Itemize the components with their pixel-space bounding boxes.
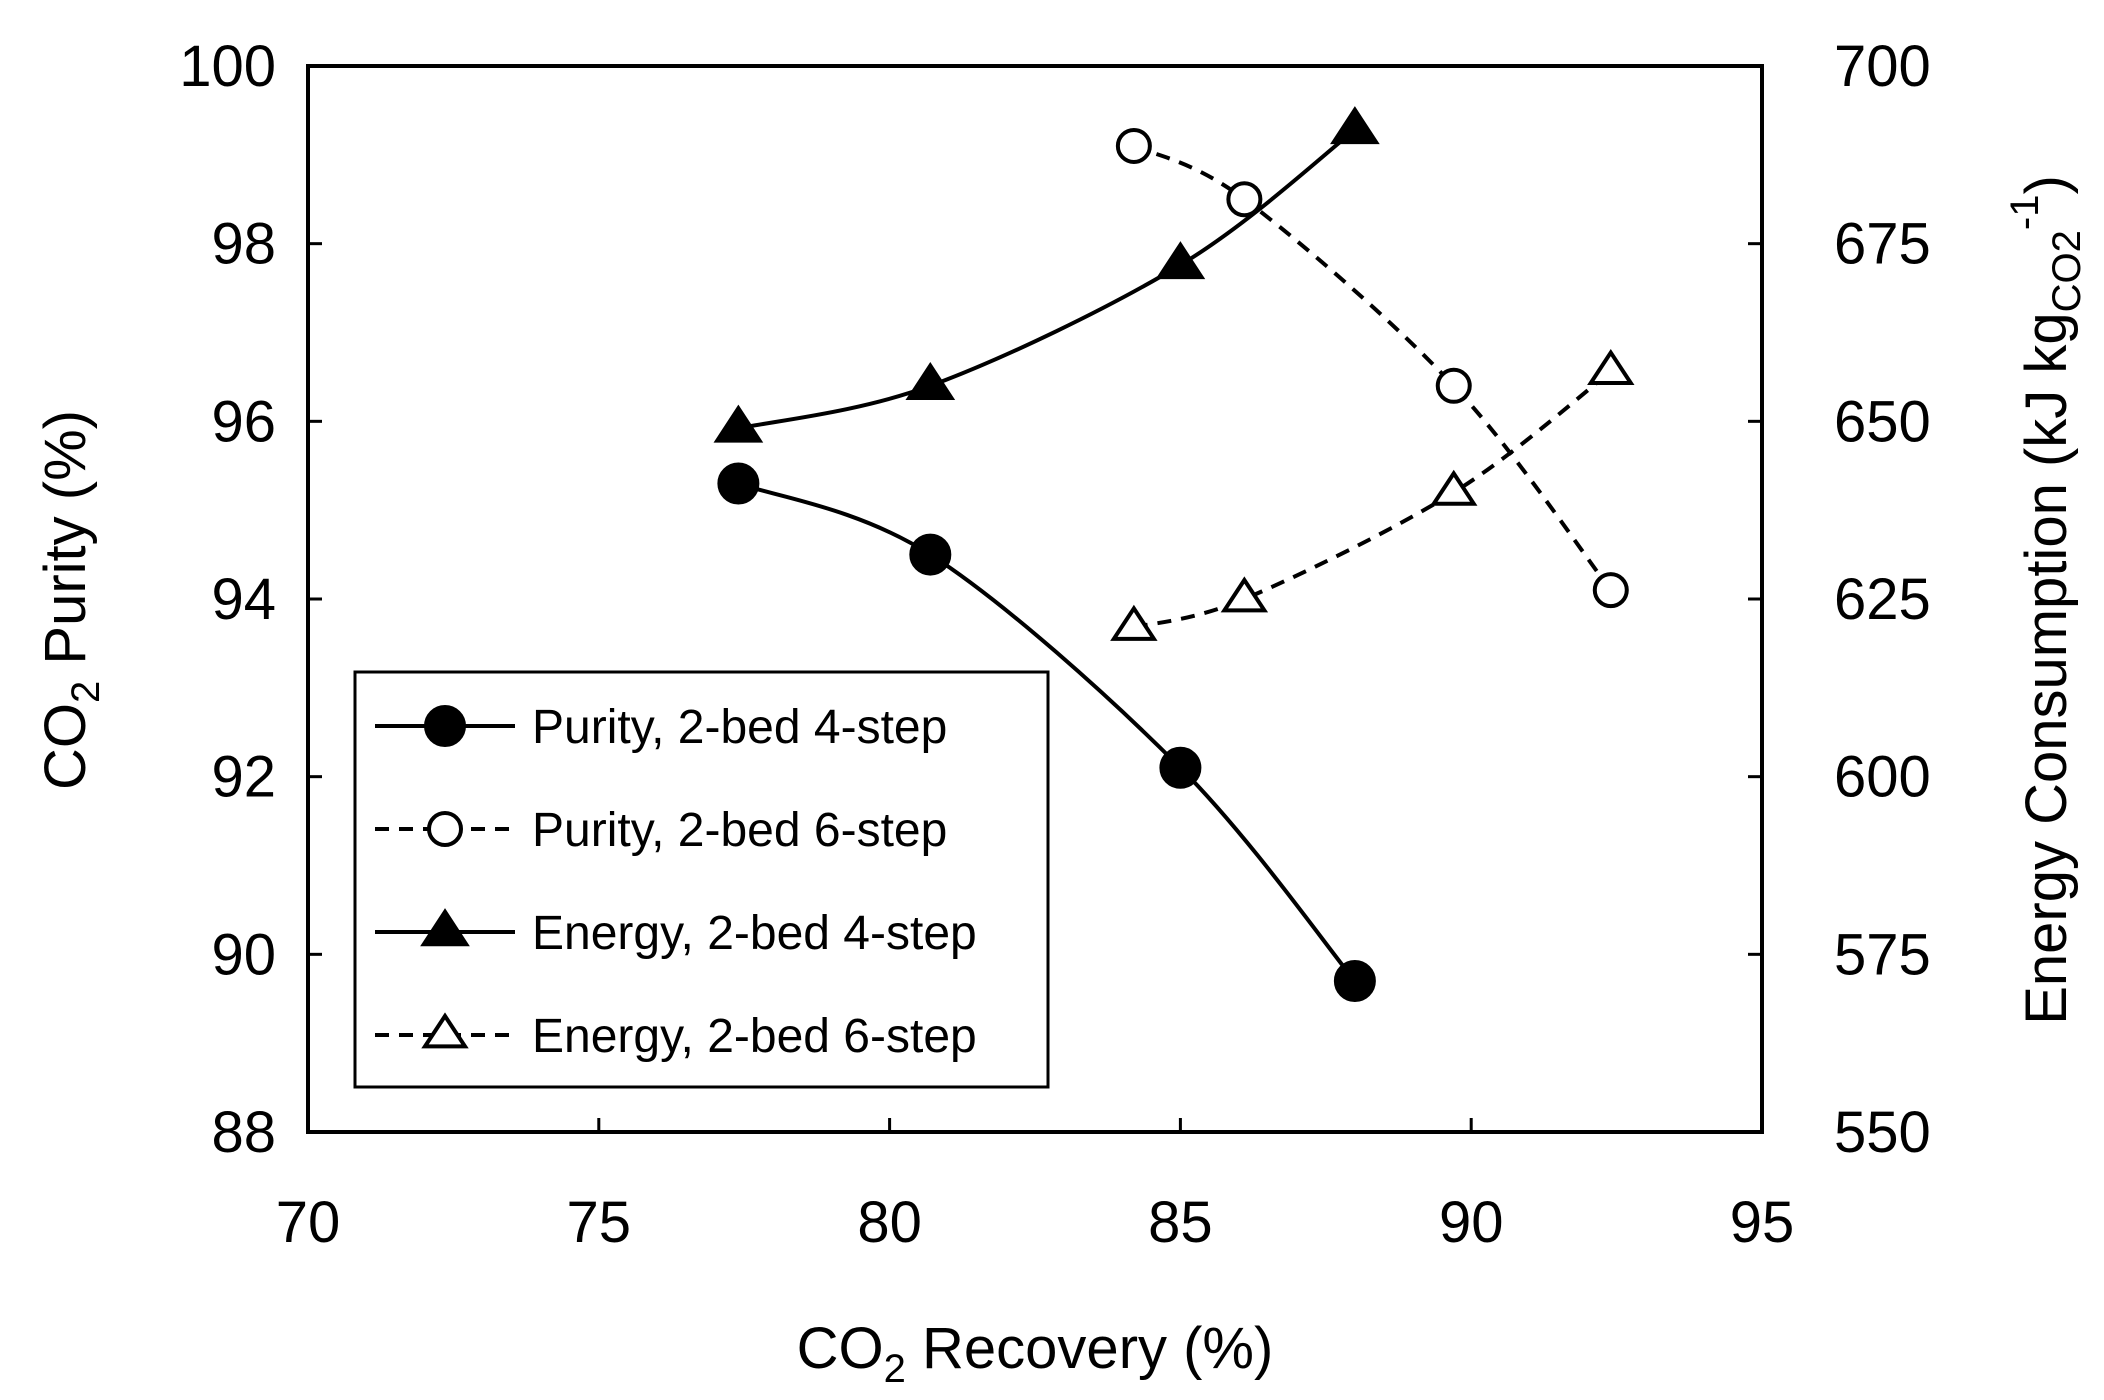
y-tick-label-0: 88 xyxy=(211,1100,276,1165)
series-line-3 xyxy=(1133,370,1612,630)
series-2-point-0 xyxy=(713,404,764,443)
y-tick-label-1: 90 xyxy=(211,922,276,987)
series-1-point-1 xyxy=(1226,181,1263,218)
legend-marker-0 xyxy=(424,705,466,747)
legend: Purity, 2-bed 4-step Purity, 2-bed 6-step… xyxy=(353,670,1050,1089)
legend-item-0: Purity, 2-bed 4-step xyxy=(375,701,947,754)
x-tick-label-5: 95 xyxy=(1730,1190,1795,1255)
legend-label-1: Purity, 2-bed 6-step xyxy=(532,804,947,857)
legend-item-1: Purity, 2-bed 6-step xyxy=(375,804,947,857)
series-3-point-0 xyxy=(1110,604,1158,641)
series-1-point-0 xyxy=(1115,127,1152,164)
legend-label-2: Energy, 2-bed 4-step xyxy=(532,907,977,960)
ticks-layer: 70 75 80 85 90 95 88 90 92 94 96 98 100 550 575 600 625 6… xyxy=(179,34,1931,1255)
y2-tick-label-1: 575 xyxy=(1834,922,1931,987)
series-3-point-2 xyxy=(1430,469,1478,506)
x-tick-label-4: 90 xyxy=(1439,1190,1504,1255)
x-axis-title: CO2 Recovery (%) xyxy=(797,1316,1274,1391)
legend-marker-2 xyxy=(420,908,470,947)
y2-tick-label-2: 600 xyxy=(1834,745,1931,810)
series-layer xyxy=(713,106,1635,1002)
y2-tick-label-3: 625 xyxy=(1834,567,1931,632)
series-1 xyxy=(1115,127,1629,609)
x-tick-label-0: 70 xyxy=(276,1190,341,1255)
series-0-point-0 xyxy=(717,462,760,505)
series-line-0 xyxy=(737,481,1357,983)
y-axis-title: CO2 Purity (%) xyxy=(33,410,108,790)
series-1-point-2 xyxy=(1435,367,1472,404)
y2-tick-label-4: 650 xyxy=(1834,389,1931,454)
legend-marker-3 xyxy=(421,1012,469,1049)
y-tick-label-4: 96 xyxy=(211,389,276,454)
x-tick-label-3: 85 xyxy=(1148,1190,1213,1255)
series-0-point-1 xyxy=(909,533,952,576)
y2-axis-title: Energy Consumption (kJ kgCO2-1) xyxy=(2003,175,2089,1025)
y-tick-label-2: 92 xyxy=(211,745,276,810)
x-tick-label-2: 80 xyxy=(857,1190,922,1255)
legend-label-3: Energy, 2-bed 6-step xyxy=(532,1010,977,1063)
series-1-point-3 xyxy=(1592,572,1629,609)
series-0-point-2 xyxy=(1159,746,1202,789)
legend-label-0: Purity, 2-bed 4-step xyxy=(532,701,947,754)
series-2-point-1 xyxy=(905,361,956,400)
legend-item-2: Energy, 2-bed 4-step xyxy=(375,907,977,960)
series-0-point-3 xyxy=(1333,959,1376,1002)
y2-tick-label-6: 700 xyxy=(1834,34,1931,99)
legend-marker-1 xyxy=(427,811,463,847)
series-3-point-3 xyxy=(1587,348,1635,385)
y2-tick-label-0: 550 xyxy=(1834,1100,1931,1165)
y-tick-label-5: 98 xyxy=(211,212,276,277)
series-2 xyxy=(713,106,1380,443)
y2-tick-label-5: 675 xyxy=(1834,212,1931,277)
series-0 xyxy=(717,462,1376,1002)
series-2-point-3 xyxy=(1330,106,1380,145)
series-line-1 xyxy=(1133,144,1613,592)
series-3 xyxy=(1110,348,1635,641)
legend-item-3: Energy, 2-bed 6-step xyxy=(375,1010,977,1063)
legend-box xyxy=(353,670,1050,1089)
series-3-point-1 xyxy=(1220,576,1269,613)
series-line-2 xyxy=(737,128,1357,431)
y-tick-label-6: 100 xyxy=(179,34,276,99)
series-2-point-2 xyxy=(1155,241,1206,280)
x-tick-label-1: 75 xyxy=(567,1190,632,1255)
y-tick-label-3: 94 xyxy=(211,567,276,632)
